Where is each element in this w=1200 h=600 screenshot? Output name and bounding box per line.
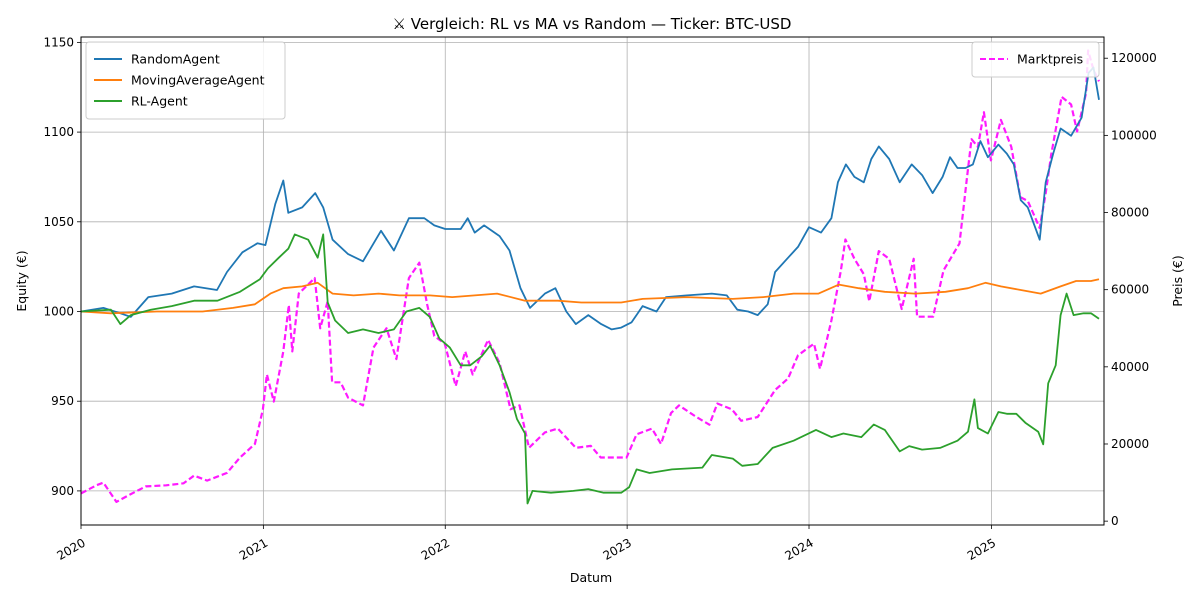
x-tick-label: 2020 (54, 536, 87, 563)
x-tick-label: 2024 (782, 536, 815, 563)
series-line-marktpreis (81, 49, 1100, 503)
x-tick-label: 2022 (419, 536, 452, 563)
y-left-tick-label: 1150 (43, 35, 74, 49)
series-line-movingaverageagent (81, 278, 1100, 315)
legend-label: Marktpreis (1017, 52, 1083, 67)
y-right-tick-label: 60000 (1111, 283, 1149, 297)
y-right-tick-label: 0 (1111, 514, 1119, 528)
y-axis-right-label: Preis (€) (1170, 255, 1185, 307)
series-line-rl-agent (81, 233, 1100, 505)
legend-box (971, 41, 1100, 78)
x-axis-label: Datum (570, 570, 612, 585)
series-layer (81, 49, 1100, 505)
y-left-tick-label: 1050 (43, 215, 74, 229)
y-right-tick-label: 120000 (1111, 51, 1157, 65)
y-right-tick-label: 20000 (1111, 437, 1149, 451)
y-axis-left: 900 950 1000 1050 1100 1150 (43, 35, 81, 498)
legend-box (85, 41, 286, 120)
y-right-tick-label: 80000 (1111, 206, 1149, 220)
x-tick-label: 2021 (237, 536, 270, 563)
y-left-tick-label: 950 (51, 394, 74, 408)
legend-right: Marktpreis (971, 41, 1100, 78)
y-left-tick-label: 1100 (43, 125, 74, 139)
legend-left: RandomAgent MovingAverageAgent RL-Agent (85, 41, 286, 120)
x-tick-label: 2025 (965, 536, 998, 563)
x-axis: 2020 2021 2022 2023 2024 2025 (54, 525, 998, 563)
series-line-randomagent (81, 66, 1100, 331)
legend-label: MovingAverageAgent (131, 73, 265, 88)
y-axis-left-label: Equity (€) (14, 250, 29, 311)
y-right-tick-label: 100000 (1111, 128, 1157, 142)
legend-label: RL-Agent (131, 94, 188, 109)
y-right-tick-label: 40000 (1111, 360, 1149, 374)
y-left-tick-label: 1000 (43, 305, 74, 319)
y-axis-right: 0 20000 40000 60000 80000 100000 120000 (1104, 51, 1157, 528)
y-left-tick-label: 900 (51, 484, 74, 498)
legend-label: RandomAgent (131, 52, 220, 67)
chart-title: ⚔ Vergleich: RL vs MA vs Random — Ticker… (393, 15, 792, 33)
x-tick-label: 2023 (601, 536, 634, 563)
plot-frame (80, 36, 1105, 526)
